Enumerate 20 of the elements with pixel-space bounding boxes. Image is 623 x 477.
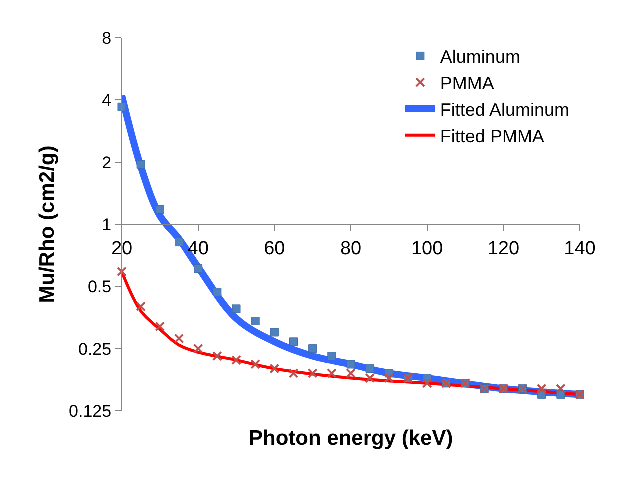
x-tick-label: 100	[411, 238, 444, 260]
y-tick-label: 2	[102, 153, 112, 172]
x-tick-label: 80	[340, 238, 362, 260]
x-axis-title: Photon energy (keV)	[249, 427, 454, 450]
y-tick-label: 4	[102, 91, 112, 110]
legend-label: Aluminum	[440, 47, 520, 68]
y-tick-label: 0.25	[78, 340, 112, 359]
y-tick-label: 1	[102, 215, 112, 234]
x-tick-label: 140	[564, 238, 596, 260]
x-tick-label: 40	[188, 238, 209, 260]
x-tick-label: 60	[264, 238, 286, 260]
y-tick-label: 0.5	[88, 278, 112, 297]
y-axis-title: Mu/Rho (cm2/g)	[36, 146, 60, 304]
legend-label: Fitted Aluminum	[440, 100, 570, 120]
legend-label: Fitted PMMA	[440, 126, 544, 146]
y-tick-label: 8	[102, 28, 112, 48]
x-tick-label: 20	[111, 238, 133, 260]
x-tick-label: 120	[488, 238, 520, 260]
y-tick-label: 0.125	[69, 402, 112, 421]
legend-label: PMMA	[440, 74, 494, 94]
